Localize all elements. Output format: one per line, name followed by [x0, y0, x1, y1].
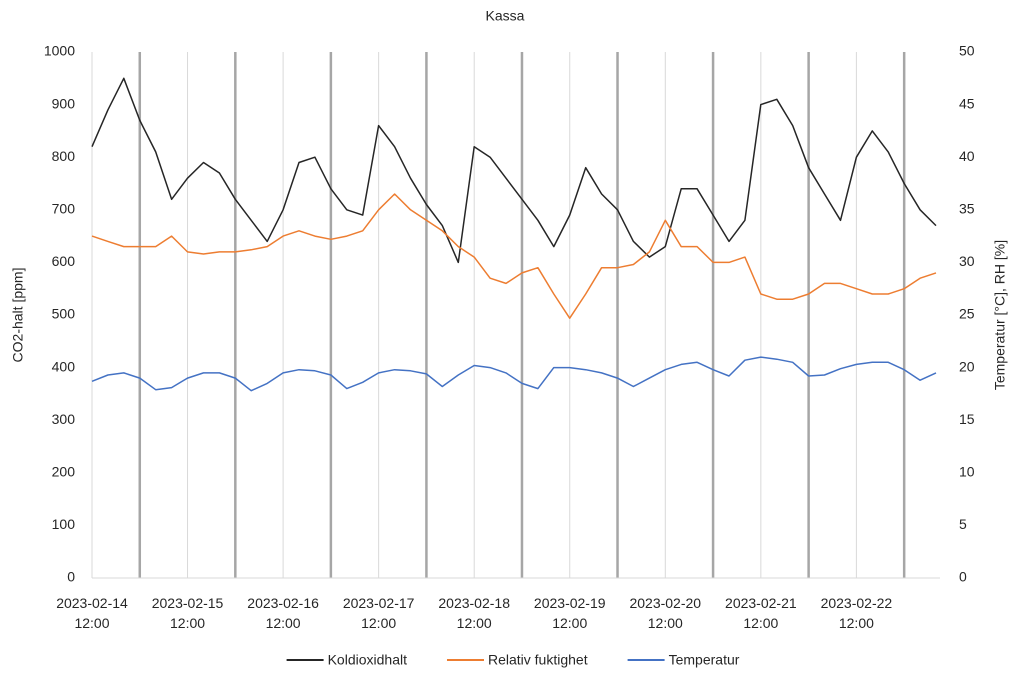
- legend-label: Relativ fuktighet: [488, 652, 588, 668]
- legend-label: Temperatur: [669, 652, 740, 668]
- data-line: [91, 77, 937, 264]
- x-tick-label: 2023-02-21 12:00: [725, 595, 797, 631]
- y-tick-label: 1000: [44, 43, 75, 59]
- y2-tick-label: 35: [959, 201, 975, 217]
- x-tick-label: 2023-02-14 12:00: [56, 595, 128, 631]
- y-tick-label: 700: [52, 201, 76, 217]
- y2-tick-label: 40: [959, 148, 975, 164]
- x-tick-label: 2023-02-22 12:00: [820, 595, 893, 631]
- legend-label: Koldioxidhalt: [328, 652, 407, 668]
- chart-title: Kassa: [486, 8, 525, 24]
- y2-tick-label: 5: [959, 516, 967, 532]
- y2-tick-label: 25: [959, 306, 975, 322]
- y-tick-label: 900: [52, 95, 76, 111]
- x-tick-label: 2023-02-17 12:00: [342, 595, 415, 631]
- data-line: [91, 356, 937, 392]
- y2-axis-title: Temperatur [°C], RH [%]: [992, 240, 1008, 390]
- y2-tick-label: 45: [959, 95, 975, 111]
- x-tick-label: 2023-02-16 12:00: [247, 595, 319, 631]
- y-tick-label: 500: [52, 306, 76, 322]
- y2-tick-label: 10: [959, 464, 975, 480]
- x-tick-label: 2023-02-18 12:00: [438, 595, 510, 631]
- y2-tick-label: 20: [959, 358, 975, 374]
- y2-tick-label: 0: [959, 569, 967, 585]
- x-tick-label: 2023-02-19 12:00: [533, 595, 606, 631]
- y-tick-label: 800: [52, 148, 76, 164]
- y-axis-title: CO2-halt [ppm]: [10, 268, 26, 363]
- y-tick-label: 0: [67, 569, 75, 585]
- y2-tick-label: 15: [959, 411, 975, 427]
- x-tick-label: 2023-02-20 12:00: [629, 595, 702, 631]
- y2-tick-label: 50: [959, 43, 975, 59]
- y2-tick-label: 30: [959, 253, 975, 269]
- y-tick-label: 200: [52, 464, 76, 480]
- x-tick-label: 2023-02-15 12:00: [151, 595, 224, 631]
- y-tick-label: 300: [52, 411, 76, 427]
- y-tick-label: 400: [52, 358, 76, 374]
- y-tick-label: 600: [52, 253, 76, 269]
- y-tick-label: 100: [52, 516, 76, 532]
- legend: Koldioxidhalt Relativ fuktighet Temperatur: [286, 652, 740, 668]
- data-line: [91, 193, 937, 319]
